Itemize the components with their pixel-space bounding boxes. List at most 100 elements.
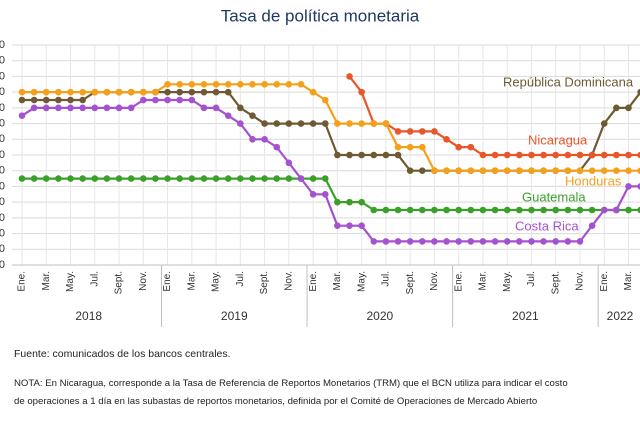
- point: [528, 167, 535, 175]
- point: [200, 80, 208, 88]
- point: [358, 151, 365, 159]
- point: [503, 238, 511, 245]
- y-tick-label: 6,00: [0, 70, 5, 82]
- point: [285, 80, 293, 88]
- year-label: 2020: [366, 309, 393, 323]
- series-line: [22, 83, 640, 172]
- note-line: de operaciones a 1 día en las subastas d…: [14, 396, 538, 407]
- series-label: Honduras: [565, 173, 622, 188]
- point: [152, 96, 159, 104]
- point: [394, 238, 402, 245]
- point: [18, 96, 26, 104]
- point: [42, 104, 50, 112]
- point: [212, 88, 220, 96]
- point: [79, 96, 86, 104]
- point: [346, 120, 353, 127]
- y-tick-label: 1,50: [0, 212, 5, 224]
- point: [528, 238, 535, 245]
- x-tick-label: Sept.: [405, 271, 416, 294]
- point: [576, 206, 584, 214]
- point: [418, 206, 426, 214]
- point: [625, 183, 632, 190]
- point: [406, 167, 414, 175]
- point: [212, 175, 220, 182]
- point: [212, 80, 220, 88]
- y-tick-label: 3,50: [0, 149, 5, 161]
- point: [261, 80, 268, 88]
- point: [237, 120, 244, 127]
- point: [273, 120, 281, 127]
- point: [503, 206, 511, 214]
- point: [613, 104, 620, 112]
- point: [309, 190, 317, 198]
- point: [382, 120, 390, 127]
- point: [540, 151, 547, 159]
- point: [297, 175, 305, 182]
- point: [552, 151, 560, 159]
- point: [18, 112, 26, 120]
- x-tick-label: Nov.: [429, 271, 440, 291]
- point: [588, 151, 596, 159]
- point: [406, 128, 414, 135]
- series-label: Costa Rica: [515, 218, 579, 233]
- point: [600, 120, 608, 127]
- point: [309, 88, 317, 96]
- y-tick-label: 4,50: [0, 117, 5, 129]
- year-label: 2018: [75, 309, 102, 323]
- point: [576, 238, 584, 245]
- point: [358, 88, 365, 96]
- point: [540, 238, 547, 245]
- point: [431, 238, 438, 245]
- point: [370, 151, 378, 159]
- point: [152, 175, 159, 182]
- point: [249, 175, 256, 182]
- point: [273, 175, 281, 182]
- y-tick-label: 3,00: [0, 165, 5, 177]
- point: [212, 104, 220, 112]
- point: [455, 238, 462, 245]
- point: [406, 238, 414, 245]
- point: [115, 104, 123, 112]
- point: [479, 238, 487, 245]
- point: [491, 167, 499, 175]
- point: [42, 88, 50, 96]
- x-tick-label: Ene.: [599, 271, 610, 292]
- x-tick-label: Sept.: [550, 271, 561, 294]
- point: [564, 167, 572, 175]
- point: [382, 238, 390, 245]
- point: [261, 135, 268, 143]
- point: [297, 120, 305, 127]
- point: [55, 104, 62, 112]
- point: [18, 88, 26, 96]
- point: [394, 151, 402, 159]
- point: [588, 167, 596, 175]
- point: [576, 167, 584, 175]
- point: [224, 80, 232, 88]
- point: [443, 167, 450, 175]
- point: [321, 120, 329, 127]
- point: [261, 120, 268, 127]
- point: [140, 96, 147, 104]
- point: [625, 151, 632, 159]
- point: [418, 167, 426, 175]
- point: [115, 88, 123, 96]
- y-tick-label: 5,00: [0, 102, 5, 114]
- point: [30, 175, 38, 182]
- point: [637, 206, 640, 214]
- point: [600, 206, 608, 214]
- point: [164, 80, 171, 88]
- point: [91, 104, 99, 112]
- point: [188, 96, 196, 104]
- point: [140, 175, 147, 182]
- point: [42, 96, 50, 104]
- point: [297, 80, 305, 88]
- point: [637, 183, 640, 190]
- point: [321, 190, 329, 198]
- point: [528, 206, 535, 214]
- point: [564, 238, 572, 245]
- point: [516, 238, 523, 245]
- x-tick-label: May.: [502, 271, 513, 292]
- point: [516, 151, 523, 159]
- point: [273, 80, 281, 88]
- point: [491, 238, 499, 245]
